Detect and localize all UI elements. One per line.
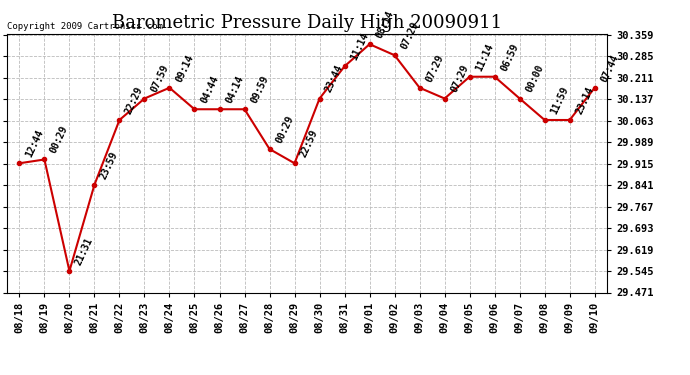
- Text: 06:59: 06:59: [499, 42, 520, 73]
- Text: 00:29: 00:29: [274, 114, 295, 145]
- Text: 09:59: 09:59: [248, 74, 270, 105]
- Text: 07:29: 07:29: [448, 63, 471, 94]
- Text: 23:44: 23:44: [324, 63, 345, 94]
- Text: 11:14: 11:14: [348, 31, 371, 62]
- Text: 22:29: 22:29: [124, 85, 145, 116]
- Title: Barometric Pressure Daily High 20090911: Barometric Pressure Daily High 20090911: [112, 14, 502, 32]
- Text: 22:59: 22:59: [299, 128, 320, 159]
- Text: 07:29: 07:29: [424, 53, 445, 84]
- Text: 04:44: 04:44: [199, 74, 220, 105]
- Text: 23:14: 23:14: [574, 85, 595, 116]
- Text: 11:14: 11:14: [474, 42, 495, 73]
- Text: 00:29: 00:29: [48, 124, 70, 155]
- Text: 04:14: 04:14: [224, 74, 245, 105]
- Text: Copyright 2009 Cartronics.com: Copyright 2009 Cartronics.com: [7, 22, 163, 31]
- Text: 21:31: 21:31: [74, 236, 95, 267]
- Text: 08:14: 08:14: [374, 9, 395, 40]
- Text: 00:00: 00:00: [524, 63, 545, 94]
- Text: 09:14: 09:14: [174, 53, 195, 84]
- Text: 12:44: 12:44: [23, 128, 45, 159]
- Text: 07:29: 07:29: [399, 20, 420, 51]
- Text: 11:59: 11:59: [549, 85, 571, 116]
- Text: 23:59: 23:59: [99, 150, 120, 181]
- Text: 07:59: 07:59: [148, 63, 170, 94]
- Text: 07:44: 07:44: [599, 53, 620, 84]
